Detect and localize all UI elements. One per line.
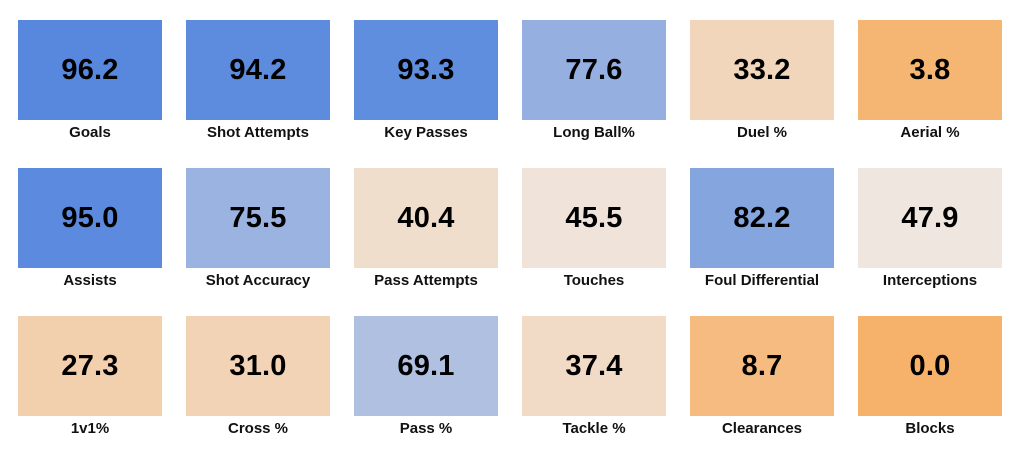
stat-value-long-ballpct: 77.6 <box>565 53 623 86</box>
stat-value-pass-pct: 69.1 <box>397 349 455 382</box>
stat-value-interceptions: 47.9 <box>901 201 959 234</box>
stat-label-key-passes: Key Passes <box>384 124 468 141</box>
stat-value-shot-accuracy: 75.5 <box>229 201 287 234</box>
stat-value-goals: 96.2 <box>61 53 119 86</box>
stat-label-interceptions: Interceptions <box>882 272 978 289</box>
stat-tile-foul-differential: 82.2 <box>690 168 834 268</box>
stat-tile-pass-pct: 69.1 <box>354 316 498 416</box>
stat-value-pass-attempts: 40.4 <box>397 201 455 234</box>
stat-tile-duel-pct: 33.2 <box>690 20 834 120</box>
stat-value-key-passes: 93.3 <box>397 53 455 86</box>
stat-label-clearances: Clearances <box>721 420 803 437</box>
stat-label-shot-attempts: Shot Attempts <box>207 124 309 141</box>
stat-tile-shot-attempts: 94.2 <box>186 20 330 120</box>
stat-label-touches: Touches <box>563 272 625 289</box>
stat-label-pass-attempts: Pass Attempts <box>374 272 478 289</box>
stat-tile-interceptions: 47.9 <box>858 168 1002 268</box>
stat-tile-1v1pct: 27.3 <box>18 316 162 416</box>
stat-tile-key-passes: 93.3 <box>354 20 498 120</box>
stat-label-goals: Goals <box>69 124 111 141</box>
stat-value-cross-pct: 31.0 <box>229 349 287 382</box>
stat-label-long-ballpct: Long Ball% <box>553 124 635 141</box>
stat-value-shot-attempts: 94.2 <box>229 53 287 86</box>
stat-value-clearances: 8.7 <box>741 349 783 382</box>
stat-tile-clearances: 8.7 <box>690 316 834 416</box>
stat-value-1v1pct: 27.3 <box>61 349 119 382</box>
stat-label-aerial-pct: Aerial % <box>900 124 960 141</box>
stat-label-pass-pct: Pass % <box>399 420 453 437</box>
stat-value-touches: 45.5 <box>565 201 623 234</box>
stat-value-foul-differential: 82.2 <box>733 201 791 234</box>
stat-tile-blocks: 0.0 <box>858 316 1002 416</box>
stat-label-duel-pct: Duel % <box>736 124 787 141</box>
stat-tile-tackle-pct: 37.4 <box>522 316 666 416</box>
stat-tile-pass-attempts: 40.4 <box>354 168 498 268</box>
stat-label-blocks: Blocks <box>905 420 955 437</box>
stat-label-foul-differential: Foul Differential <box>704 272 820 289</box>
stat-label-assists: Assists <box>63 272 117 289</box>
stat-value-tackle-pct: 37.4 <box>565 349 623 382</box>
stat-value-blocks: 0.0 <box>909 349 951 382</box>
stat-tile-touches: 45.5 <box>522 168 666 268</box>
stat-value-assists: 95.0 <box>61 201 119 234</box>
stat-label-1v1pct: 1v1% <box>70 420 110 437</box>
stat-tile-goals: 96.2 <box>18 20 162 120</box>
stat-label-shot-accuracy: Shot Accuracy <box>205 272 311 289</box>
stat-tile-cross-pct: 31.0 <box>186 316 330 416</box>
stat-tile-aerial-pct: 3.8 <box>858 20 1002 120</box>
stat-value-duel-pct: 33.2 <box>733 53 791 86</box>
stat-tile-assists: 95.0 <box>18 168 162 268</box>
stat-label-tackle-pct: Tackle % <box>562 420 626 437</box>
stat-tile-long-ballpct: 77.6 <box>522 20 666 120</box>
stat-label-cross-pct: Cross % <box>227 420 289 437</box>
stat-value-aerial-pct: 3.8 <box>909 53 951 86</box>
stat-tile-shot-accuracy: 75.5 <box>186 168 330 268</box>
